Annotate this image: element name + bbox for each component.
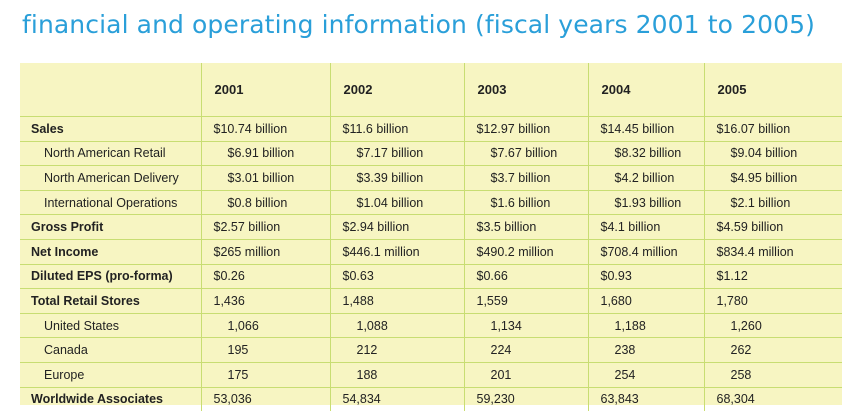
table-row: Worldwide Associates 53,036 54,834 59,230 63… — [20, 386, 842, 411]
table-cell: $4.59 billion — [703, 214, 842, 240]
year-header: 2002 — [329, 63, 464, 117]
table-cell: 68,304 — [703, 386, 842, 411]
table-cell: 1,088 — [329, 312, 464, 338]
table-cell: 188 — [329, 361, 464, 388]
row-label: Sales — [31, 121, 64, 136]
table-cell: $3.39 billion — [329, 165, 464, 191]
table-cell: 1,436 — [200, 288, 330, 314]
table-cell: $0.26 — [200, 263, 330, 289]
table-cell: 1,559 — [463, 288, 588, 314]
row-label: North American Delivery — [20, 165, 201, 191]
row-label: Net Income — [20, 238, 201, 265]
table-cell: $2.1 billion — [703, 189, 842, 215]
table-cell: $12.97 billion — [463, 116, 588, 142]
year-header: 2001 — [200, 63, 330, 117]
table-cell: 1,680 — [587, 288, 704, 314]
table-cell: $0.8 billion — [200, 189, 330, 215]
table-cell: $1.93 billion — [587, 189, 704, 215]
table-cell: $16.07 billion — [703, 116, 842, 142]
table-cell: $7.17 billion — [329, 140, 464, 166]
table-cell: 59,230 — [463, 386, 588, 411]
table-cell: 224 — [463, 337, 588, 363]
table-row: Sales $10.74 billion $11.6 billion $12.97 b… — [20, 116, 842, 142]
table-cell: 1,260 — [703, 312, 842, 338]
year-header: 2003 — [463, 63, 588, 117]
table-cell: $14.45 billion — [587, 116, 704, 142]
table-row: Net Income $265 million $446.1 million $490… — [20, 238, 842, 265]
table-cell: $2.94 billion — [329, 214, 464, 240]
table-row: Gross Profit $2.57 billion $2.94 billion $3… — [20, 214, 842, 240]
table-row: Diluted EPS (pro-forma) $0.26 $0.63 $0.66 $0… — [20, 263, 842, 289]
table-cell: 212 — [329, 337, 464, 363]
table-cell: $834.4 million — [703, 238, 842, 265]
table-cell: $0.93 — [587, 263, 704, 289]
year-header: 2004 — [587, 63, 704, 117]
table-cell: $9.04 billion — [703, 140, 842, 166]
page-title: financial and operating information (fis… — [22, 10, 815, 39]
table-cell: 175 — [200, 361, 330, 388]
table-cell: $446.1 million — [329, 238, 464, 265]
table-row: Total Retail Stores 1,436 1,488 1,559 1,680 1… — [20, 288, 842, 314]
table-cell: $3.5 billion — [463, 214, 588, 240]
row-label: North American Retail — [20, 140, 201, 166]
table-cell: $2.57 billion — [200, 214, 330, 240]
table-cell: $7.67 billion — [463, 140, 588, 166]
table-cell: $490.2 million — [463, 238, 588, 265]
table-cell: 63,843 — [587, 386, 704, 411]
table-cell: 262 — [703, 337, 842, 363]
table-cell: $8.32 billion — [587, 140, 704, 166]
table-cell: 201 — [463, 361, 588, 388]
table-cell: $1.04 billion — [329, 189, 464, 215]
table-cell: 53,036 — [200, 386, 330, 411]
table-cell: $3.01 billion — [200, 165, 330, 191]
table-cell: 258 — [703, 361, 842, 388]
row-label: United States — [20, 312, 201, 338]
table-cell: 1,488 — [329, 288, 464, 314]
table-cell: 195 — [200, 337, 330, 363]
table-cell: $4.2 billion — [587, 165, 704, 191]
row-label: Total Retail Stores — [20, 288, 201, 314]
row-label: Canada — [20, 337, 201, 363]
table-cell: $6.91 billion — [200, 140, 330, 166]
table-cell: $0.66 — [463, 263, 588, 289]
table-cell: $708.4 million — [587, 238, 704, 265]
table-row: Europe 175 188 201 254 258 — [20, 361, 842, 388]
table-cell: $0.63 — [329, 263, 464, 289]
header-row: 2001 2002 2003 2004 2005 — [20, 63, 842, 117]
financial-table: 2001 2002 2003 2004 2005 Sales $10.74 bil… — [20, 63, 842, 411]
row-label: Gross Profit — [20, 214, 201, 240]
table-cell: $4.1 billion — [587, 214, 704, 240]
table-cell: 1,780 — [703, 288, 842, 314]
table-cell: $11.6 billion — [329, 116, 464, 142]
table-cell: $10.74 billion — [200, 116, 330, 142]
row-label: Diluted EPS (pro-forma) — [20, 263, 201, 289]
table-cell: 54,834 — [329, 386, 464, 411]
table-cell: 1,134 — [463, 312, 588, 338]
table-cell: $4.95 billion — [703, 165, 842, 191]
row-label: International Operations — [20, 189, 201, 215]
table-row: North American Delivery $3.01 billion $3.3… — [20, 165, 842, 191]
table-row: Canada 195 212 224 238 262 — [20, 337, 842, 363]
table-row: North American Retail $6.91 billion $7.17 … — [20, 140, 842, 166]
table-cell: $265 million — [200, 238, 330, 265]
corner-cell — [20, 63, 201, 117]
row-label: Europe — [20, 361, 201, 388]
financial-table-panel: 2001 2002 2003 2004 2005 Sales $10.74 bil… — [20, 63, 842, 411]
table-cell: 238 — [587, 337, 704, 363]
table-cell: $3.7 billion — [463, 165, 588, 191]
table-cell: 1,188 — [587, 312, 704, 338]
year-header: 2005 — [703, 63, 842, 117]
table-cell: $1.12 — [703, 263, 842, 289]
table-cell: 1,066 — [200, 312, 330, 338]
table-row: United States 1,066 1,088 1,134 1,188 1,260 — [20, 312, 842, 338]
row-label: Worldwide Associates — [20, 386, 201, 411]
table-cell: $1.6 billion — [463, 189, 588, 215]
table-cell: 254 — [587, 361, 704, 388]
table-row: International Operations $0.8 billion $1.0… — [20, 189, 842, 215]
